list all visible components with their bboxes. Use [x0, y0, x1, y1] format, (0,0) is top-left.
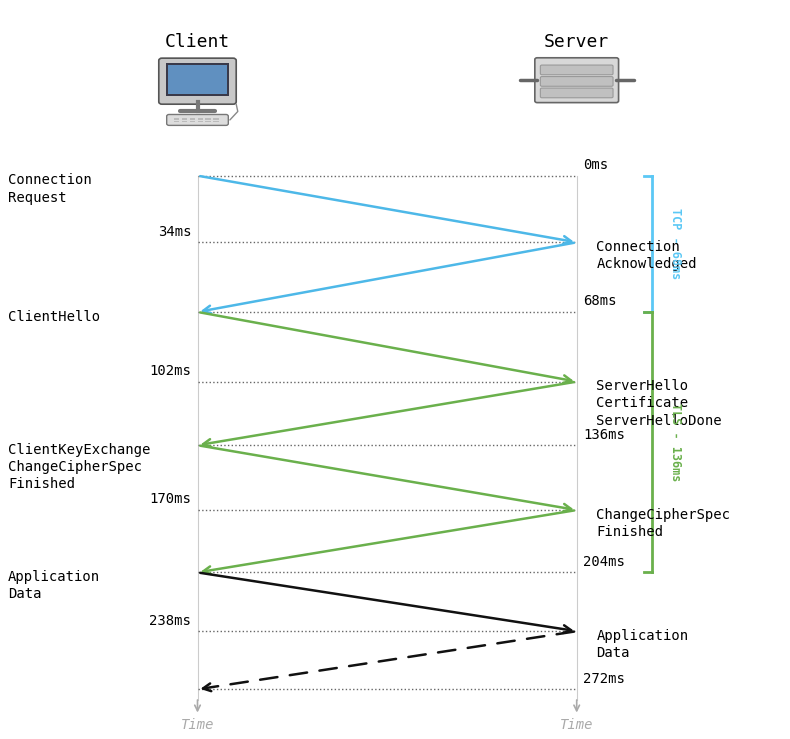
Text: 136ms: 136ms	[583, 428, 625, 442]
Bar	[213, 118, 219, 120]
Bar	[190, 120, 195, 123]
Bar	[174, 118, 179, 120]
Text: 204ms: 204ms	[583, 555, 625, 569]
Bar	[174, 120, 179, 123]
FancyBboxPatch shape	[540, 65, 613, 75]
Text: TCP - 68ms: TCP - 68ms	[669, 208, 682, 279]
Text: 68ms: 68ms	[583, 294, 616, 308]
Bar	[182, 120, 187, 123]
Text: Connection
Request: Connection Request	[8, 173, 92, 205]
Text: Server: Server	[544, 33, 609, 52]
Bar	[205, 118, 211, 120]
FancyBboxPatch shape	[159, 58, 236, 104]
Text: TLS - 136ms: TLS - 136ms	[669, 403, 682, 481]
Text: Connection
Acknowledged: Connection Acknowledged	[596, 240, 697, 271]
Bar	[168, 65, 227, 95]
FancyBboxPatch shape	[540, 77, 613, 86]
FancyBboxPatch shape	[540, 88, 613, 98]
FancyBboxPatch shape	[535, 58, 619, 103]
FancyBboxPatch shape	[167, 115, 228, 126]
Text: 0ms: 0ms	[583, 158, 608, 172]
Text: 238ms: 238ms	[149, 613, 191, 627]
Text: Time: Time	[181, 718, 214, 732]
Bar	[205, 120, 211, 123]
Bar	[213, 120, 219, 123]
Bar	[168, 65, 227, 95]
Text: 102ms: 102ms	[149, 364, 191, 378]
Text: 272ms: 272ms	[583, 672, 625, 686]
Text: 34ms: 34ms	[158, 225, 191, 239]
Text: Application
Data: Application Data	[596, 629, 689, 660]
Text: ClientHello: ClientHello	[8, 310, 100, 324]
Bar	[198, 120, 203, 123]
Text: ServerHello
Certificate
ServerHelloDone: ServerHello Certificate ServerHelloDone	[596, 379, 722, 428]
Text: Client: Client	[165, 33, 230, 52]
Bar	[166, 63, 229, 96]
Text: Application
Data: Application Data	[8, 570, 100, 602]
Bar	[182, 118, 187, 120]
Text: Time: Time	[560, 718, 593, 732]
Text: 170ms: 170ms	[149, 492, 191, 506]
Text: ChangeCipherSpec
Finished: ChangeCipherSpec Finished	[596, 508, 731, 539]
Bar	[190, 118, 195, 120]
Bar	[198, 118, 203, 120]
Text: ClientKeyExchange
ChangeCipherSpec
Finished: ClientKeyExchange ChangeCipherSpec Finis…	[8, 443, 150, 491]
